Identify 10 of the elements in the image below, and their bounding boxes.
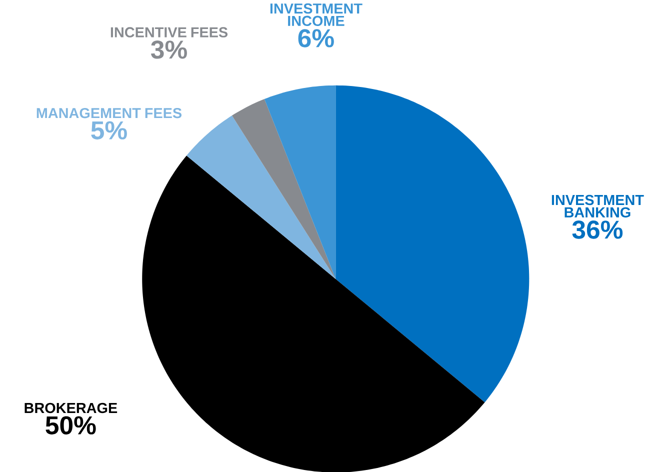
data-label: 36% bbox=[572, 220, 623, 239]
data-label: 50% bbox=[46, 416, 96, 434]
slice-label: MANAGEMENT FEES bbox=[36, 108, 182, 118]
slice-label: INCENTIVE FEES bbox=[110, 26, 228, 38]
slice-label: INVESTMENT INCOME bbox=[270, 3, 362, 26]
slice-label: INVESTMENT BANKING bbox=[552, 194, 644, 218]
data-label: 5% bbox=[91, 121, 127, 140]
slice-label: BROKERAGE bbox=[24, 402, 118, 413]
data-label: 6% bbox=[298, 28, 334, 48]
data-label: 3% bbox=[150, 40, 187, 59]
